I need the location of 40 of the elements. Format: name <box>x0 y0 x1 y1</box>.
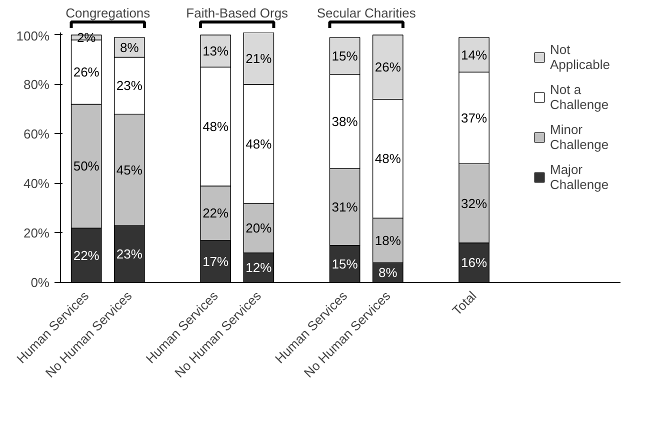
data-label: 8% <box>378 265 398 280</box>
data-label: 20% <box>246 220 272 236</box>
legend-label: Minor Challenge <box>550 122 609 152</box>
legend-label: Major Challenge <box>550 162 609 192</box>
y-tick-label: 100% <box>16 28 50 44</box>
data-label: 48% <box>202 119 230 134</box>
data-label: 22% <box>202 206 230 221</box>
text: Secular Charities <box>316 6 416 21</box>
data-label: 12% <box>246 260 272 276</box>
data-label: 26% <box>73 64 100 80</box>
data-label: 15% <box>332 48 358 64</box>
data-label: 32% <box>461 196 488 211</box>
y-tick-label: 40% <box>23 176 50 191</box>
data-label: 23% <box>116 246 143 262</box>
data-label: 17% <box>202 254 230 269</box>
data-label: 48% <box>374 151 402 166</box>
data-label: 38% <box>332 114 358 130</box>
data-label: 18% <box>374 232 402 248</box>
data-label: 13% <box>202 44 230 59</box>
data-label: 22% <box>73 248 100 263</box>
y-tick-label: 60% <box>23 126 50 142</box>
data-label: 50% <box>73 158 100 174</box>
data-label: 14% <box>461 47 488 62</box>
data-label: 31% <box>332 200 358 215</box>
legend-label: Not a Challenge <box>550 82 609 112</box>
y-tick-label: 20% <box>23 225 50 240</box>
data-label: 37% <box>461 110 488 126</box>
data-label: 48% <box>246 136 272 152</box>
y-tick-label: 0% <box>30 275 50 290</box>
data-label: 8% <box>120 40 140 55</box>
legend-label: Not Applicable <box>550 42 610 72</box>
data-label: 16% <box>461 255 488 270</box>
data-label: 21% <box>246 50 272 66</box>
text: Faith-Based Orgs <box>186 6 289 21</box>
data-label: 15% <box>332 256 358 272</box>
data-label: 45% <box>116 162 143 178</box>
data-label: 23% <box>116 78 143 94</box>
data-label: 26% <box>374 60 402 75</box>
text: Congregations <box>66 6 151 21</box>
y-tick-label: 80% <box>23 76 50 92</box>
